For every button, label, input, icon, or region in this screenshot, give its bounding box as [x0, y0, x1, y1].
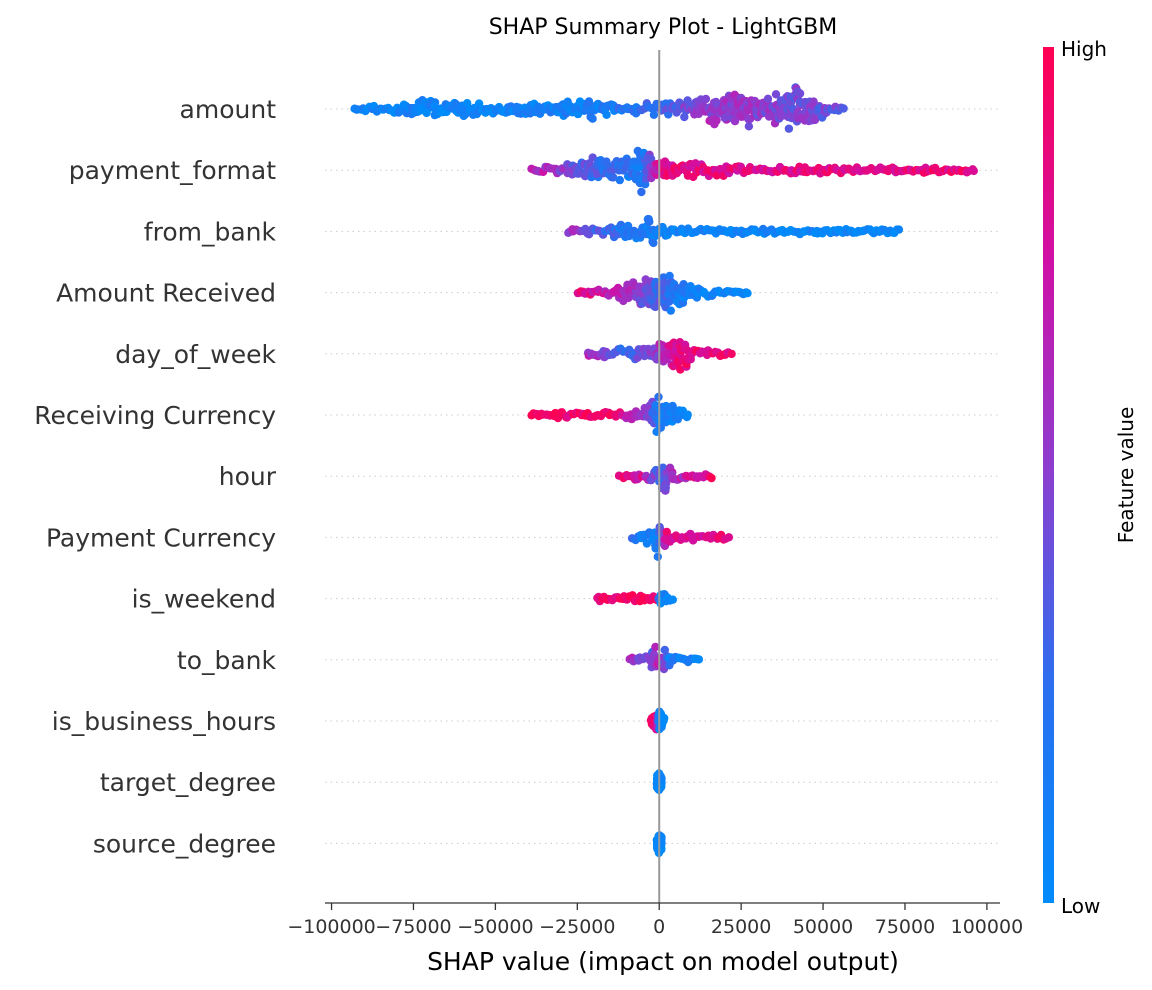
x-tick-label: −50000 — [457, 916, 533, 938]
chart-title: SHAP Summary Plot - LightGBM — [489, 15, 838, 40]
colorbar-high-label: High — [1061, 37, 1107, 61]
shap-point — [839, 104, 848, 113]
shap-point — [744, 122, 754, 131]
shap-point — [707, 473, 716, 483]
colorbar-title: Feature value — [1114, 407, 1138, 544]
shap-point — [730, 117, 740, 126]
shap-point — [673, 415, 682, 424]
shap-point — [724, 533, 734, 542]
feature-label: Receiving Currency — [34, 401, 276, 430]
feature-label: target_degree — [100, 768, 276, 797]
shap-point — [649, 110, 659, 120]
x-tick-label: 50000 — [793, 916, 853, 938]
colorbar-low-label: Low — [1061, 894, 1100, 918]
x-tick-label: −75000 — [375, 916, 451, 938]
shap-point — [592, 169, 601, 179]
x-axis-label: SHAP value (impact on model output) — [427, 947, 899, 976]
feature-label: Amount Received — [56, 279, 276, 308]
shap-point — [727, 349, 736, 359]
feature-label: payment_format — [69, 156, 276, 185]
shap-point — [615, 175, 624, 185]
x-tick-label: 25000 — [711, 916, 771, 938]
shap-point — [651, 544, 660, 553]
shap-point — [651, 302, 660, 312]
feature-label: is_weekend — [132, 585, 276, 614]
x-tick-label: −25000 — [539, 916, 615, 938]
shap-point — [784, 124, 794, 133]
shap-point — [662, 527, 671, 537]
shap-point — [694, 655, 704, 664]
shap-point — [609, 173, 618, 182]
shap-point — [584, 99, 593, 108]
shap-point — [683, 410, 692, 419]
feature-label: is_business_hours — [52, 707, 276, 736]
data-points — [350, 83, 978, 858]
shap-point — [743, 289, 752, 298]
x-tick-label: 75000 — [875, 916, 935, 938]
shap-point — [686, 355, 695, 364]
shap-point — [660, 645, 669, 655]
feature-label: to_bank — [177, 646, 277, 675]
shap-point — [701, 94, 711, 104]
x-tick-label: −100000 — [287, 916, 375, 938]
shap-point — [763, 94, 773, 104]
shap-point — [767, 112, 777, 121]
shap-point — [969, 166, 978, 176]
shap-point — [651, 642, 660, 652]
feature-label: Payment Currency — [46, 523, 276, 552]
shap-point — [795, 89, 805, 98]
shap-point — [637, 187, 646, 197]
colorbar: High Low Feature value — [1043, 37, 1138, 918]
shap-point — [668, 595, 677, 604]
shap-point — [713, 100, 722, 109]
feature-label: hour — [219, 462, 277, 491]
feature-label: source_degree — [93, 829, 276, 858]
feature-label: from_bank — [144, 217, 277, 246]
shap-point — [653, 552, 662, 561]
shap-point — [649, 238, 658, 248]
shap-point — [810, 115, 820, 125]
x-axis: −100000 −75000 −50000 −25000 0 25000 50000 7500… — [287, 902, 1024, 938]
feature-label: amount — [180, 95, 277, 124]
shap-point — [680, 112, 689, 122]
colorbar-gradient — [1043, 47, 1054, 903]
shap-point — [771, 90, 781, 99]
x-tick-label: 0 — [653, 916, 665, 938]
shap-point — [644, 215, 653, 224]
shap-point — [588, 114, 597, 123]
shap-point — [894, 225, 904, 234]
x-tick-label: 100000 — [951, 916, 1024, 938]
shap-point — [712, 116, 721, 125]
shap-point — [661, 483, 670, 492]
shap-point — [660, 713, 669, 723]
feature-label: day_of_week — [115, 340, 276, 369]
feature-rows: amount payment_format from_bank Amount Rece… — [34, 95, 1000, 858]
shap-point — [666, 306, 675, 315]
